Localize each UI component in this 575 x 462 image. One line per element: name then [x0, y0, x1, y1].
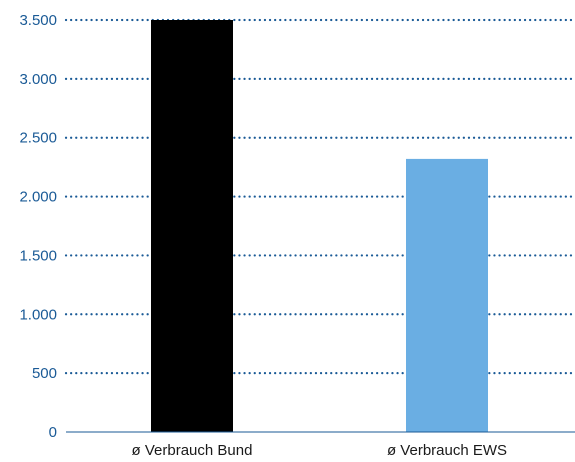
bars	[151, 20, 488, 432]
x-category-label: ø Verbrauch EWS	[387, 442, 507, 459]
y-tick-label: 1.500	[19, 247, 57, 264]
bar-1	[151, 20, 233, 432]
y-tick-label: 0	[49, 424, 57, 441]
y-tick-label: 3.000	[19, 71, 57, 88]
x-category-label: ø Verbrauch Bund	[132, 442, 253, 459]
y-axis-ticks: 0 500 1.000 1.500 2.000 2.500 3.000 3.500	[19, 12, 57, 441]
bar-2	[406, 158, 488, 432]
y-tick-label: 1.000	[19, 306, 57, 323]
y-tick-label: 2.000	[19, 189, 57, 206]
x-axis-labels: ø Verbrauch Bund ø Verbrauch EWS	[132, 442, 507, 459]
y-tick-label: 2.500	[19, 130, 57, 147]
y-tick-label: 3.500	[19, 12, 57, 29]
gridlines	[64, 18, 575, 375]
y-tick-label: 500	[32, 365, 57, 382]
